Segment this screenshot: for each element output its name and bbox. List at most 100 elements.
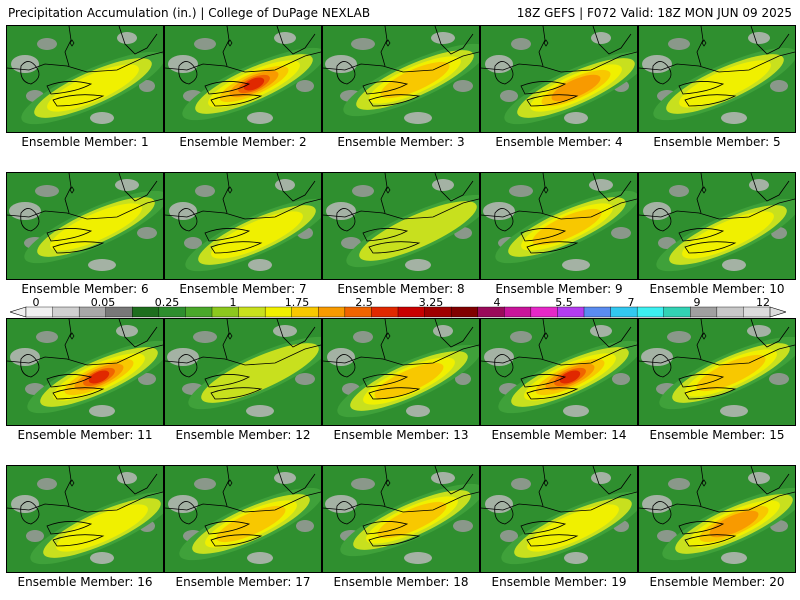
colorbar-max-arrow [769, 306, 786, 318]
colorbar-tick-label: 3.25 [418, 296, 444, 309]
boundary-line [592, 466, 632, 495]
boundary-line [592, 319, 632, 348]
boundary-line [526, 387, 579, 400]
precip-band [211, 211, 303, 259]
dry-area [37, 478, 57, 490]
valid-time: 18Z GEFS | F072 Valid: 18Z MON JUN 09 20… [516, 6, 792, 20]
dry-area [26, 530, 44, 542]
ensemble-member-label: Ensemble Member: 15 [649, 428, 785, 442]
dry-area [351, 478, 375, 490]
boundary-line [118, 319, 158, 348]
map-title: Precipitation Accumulation (in.) | Colle… [8, 6, 371, 20]
precip-map [481, 319, 637, 425]
precip-band [88, 370, 110, 384]
precip-band [527, 504, 619, 552]
precip-band [201, 343, 319, 403]
dry-area [275, 179, 295, 191]
location-marker-icon [385, 186, 391, 194]
boundary-line [210, 387, 263, 400]
location-marker-icon [227, 186, 233, 194]
dry-area [327, 348, 355, 366]
location-marker-icon [543, 39, 549, 47]
dry-area [484, 348, 514, 366]
boundary-line [678, 228, 725, 242]
ensemble-map-panel [322, 318, 480, 426]
colorbar-swatch [636, 306, 665, 318]
boundary-line [481, 198, 637, 220]
boundary-line [362, 228, 409, 242]
precip-band [682, 211, 774, 259]
precip-map [7, 319, 163, 425]
ensemble-map-panel [6, 172, 164, 280]
colorbar-swatch [344, 306, 372, 318]
boundary-line [276, 173, 316, 202]
dry-area [90, 552, 114, 564]
location-marker-icon [227, 479, 233, 487]
ensemble-map-panel [480, 318, 638, 426]
dry-area [406, 405, 430, 417]
dry-area [139, 80, 155, 92]
colorbar-tick-label: 1.75 [284, 296, 310, 309]
dry-area [138, 373, 156, 385]
dry-area [353, 331, 373, 343]
boundary-line [494, 501, 514, 525]
colorbar-swatch [743, 306, 771, 318]
boundary-line [276, 26, 316, 55]
location-marker-icon [69, 39, 75, 47]
boundary-line [434, 319, 474, 348]
boundary-line [46, 521, 93, 535]
dry-area [591, 32, 611, 44]
dry-area [168, 55, 198, 73]
colorbar-swatch [450, 306, 479, 318]
dry-area [405, 259, 431, 271]
boundary-line [520, 228, 567, 242]
boundary-line [118, 26, 158, 55]
dry-area [137, 227, 157, 239]
precipitation-colorbar [10, 306, 786, 318]
dry-area [643, 202, 671, 220]
dry-area [749, 179, 769, 191]
ensemble-map-panel [6, 25, 164, 133]
boundary-line [336, 208, 356, 232]
boundary-line [526, 241, 579, 254]
ensemble-map-panel [164, 318, 322, 426]
location-marker-icon [227, 39, 233, 47]
boundary-line [368, 387, 421, 400]
dry-area [247, 112, 273, 124]
dry-area [721, 112, 747, 124]
boundary-line [494, 61, 514, 85]
dry-area [194, 38, 216, 50]
dry-area [11, 495, 39, 513]
boundary-line [434, 466, 474, 495]
boundary-line [178, 61, 198, 85]
precip-band [696, 354, 766, 392]
dry-area [169, 202, 197, 220]
precip-map [7, 173, 163, 279]
ensemble-member-label: Ensemble Member: 11 [17, 428, 153, 442]
boundary-line [118, 173, 158, 202]
boundary-line [222, 26, 230, 67]
ensemble-member-label: Ensemble Member: 19 [491, 575, 627, 589]
boundary-line [592, 26, 632, 55]
precip-band [374, 362, 444, 400]
boundary-line [684, 387, 737, 400]
ensemble-map-panel [322, 172, 480, 280]
boundary-line [20, 501, 40, 525]
ensemble-member-label: Ensemble Member: 18 [333, 575, 469, 589]
colorbar-swatch [610, 306, 638, 318]
boundary-line [323, 51, 479, 73]
boundary-line [639, 51, 795, 73]
dry-area [274, 32, 296, 44]
location-marker-icon [543, 186, 549, 194]
boundary-line [210, 94, 263, 107]
ensemble-map-panel [480, 172, 638, 280]
boundary-line [20, 208, 40, 232]
precip-map [323, 173, 479, 279]
ensemble-member-label: Ensemble Member: 1 [21, 135, 149, 149]
boundary-line [639, 491, 795, 513]
boundary-line [520, 374, 567, 388]
ensemble-map-panel [480, 25, 638, 133]
ensemble-map-panel [322, 25, 480, 133]
colorbar-swatch [397, 306, 426, 318]
boundary-line [750, 466, 790, 495]
